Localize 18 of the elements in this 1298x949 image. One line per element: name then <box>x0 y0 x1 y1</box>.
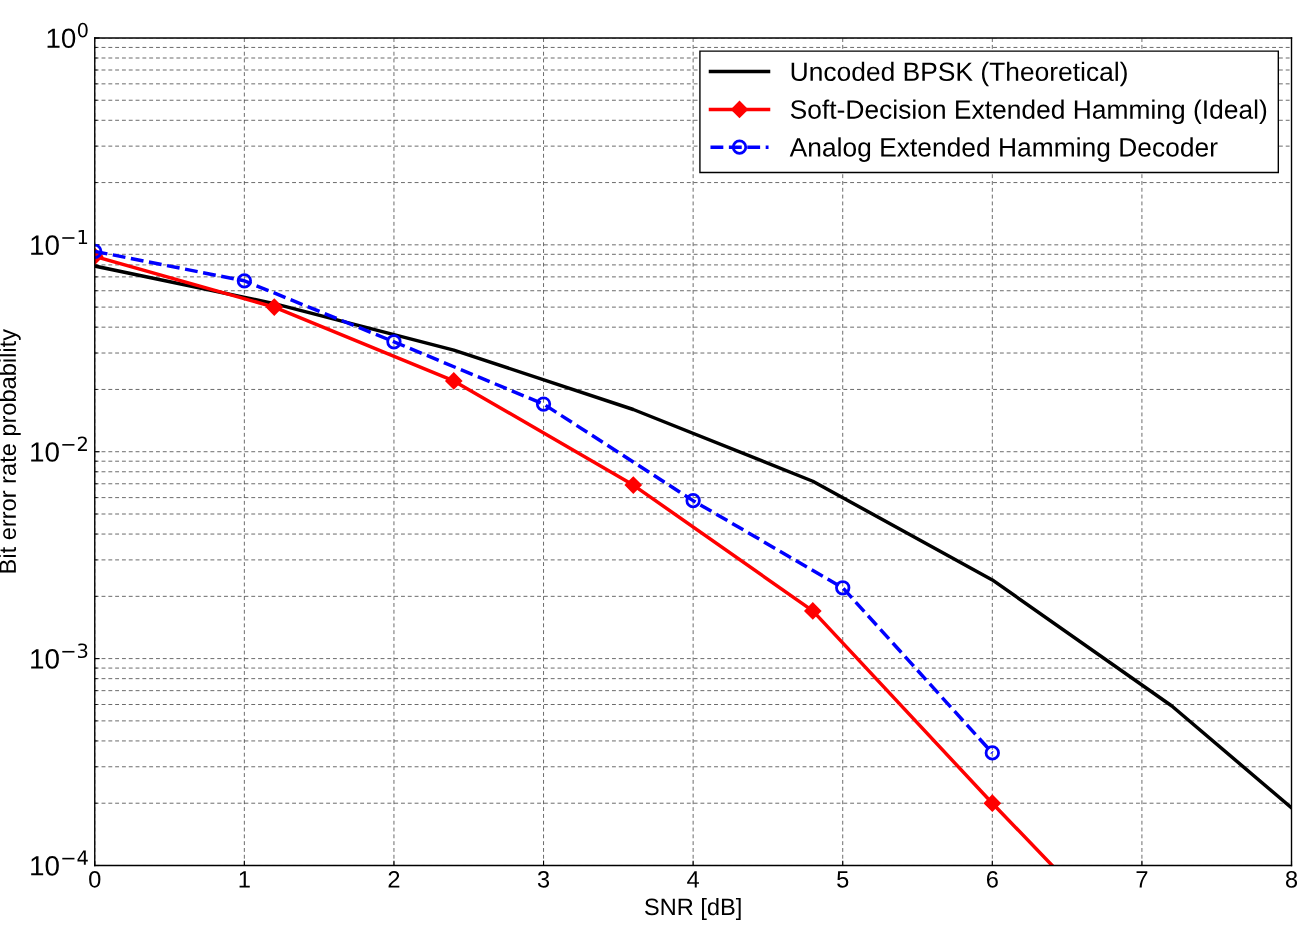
x-tick-label: 3 <box>537 870 550 888</box>
x-tick-label: 8 <box>1285 870 1298 888</box>
x-tick-label: 5 <box>837 871 849 888</box>
x-tick-label: 2 <box>388 870 400 888</box>
y-tick-label: 10$^{−3}$ <box>31 643 88 669</box>
y-tick-label: 10$^{−4}$ <box>31 850 88 876</box>
x-axis-title: SNR [dB] <box>645 897 741 920</box>
y-tick-label: 10$^{0}$ <box>47 22 88 49</box>
x-tick-label: 1 <box>239 871 250 888</box>
legend-label: Soft-Decision Extended Hamming (Ideal) <box>790 99 1267 125</box>
legend-label: Analog Extended Hamming Decoder <box>789 137 1218 162</box>
x-tick-label: 6 <box>986 870 998 888</box>
x-tick-label: 4 <box>687 871 700 888</box>
y-tick-label: 10$^{−1}$ <box>31 229 88 255</box>
x-tick-label: 7 <box>1136 871 1148 888</box>
y-tick-label: 10$^{−2}$ <box>31 436 87 462</box>
legend-label: Uncoded BPSK (Theoretical) <box>791 61 1127 87</box>
x-tick-label: 0 <box>89 870 101 888</box>
